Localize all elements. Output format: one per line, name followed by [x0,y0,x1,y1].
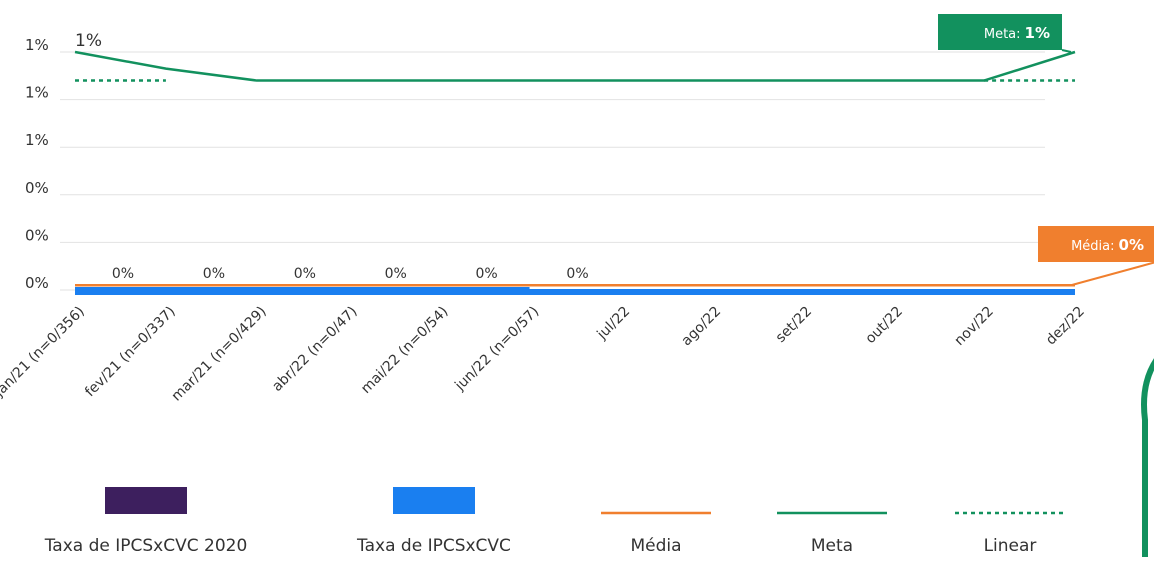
data-label: 0% [385,266,407,282]
legend-label: Linear [984,536,1037,556]
y-tick-label: 1% [25,131,49,149]
data-label: 0% [203,266,225,282]
y-tick-label: 0% [25,274,49,292]
annotation-label: Meta: [984,27,1021,42]
y-tick-label: 1% [25,84,49,102]
y-tick-label: 0% [25,226,49,244]
y-tick-label: 1% [25,36,49,54]
annotation-box [938,14,1062,50]
annotation-value: 1% [1025,24,1050,42]
x-tick-label: jun/22 (n=0/57) [451,304,542,395]
data-label: 0% [476,266,498,282]
annotation-leader [1070,261,1154,287]
x-tick-label: nov/22 [951,304,996,349]
annotation-box [1038,226,1154,262]
annotation-leader [1061,49,1072,53]
x-tick-label: jan/21 (n=0/356) [0,304,88,401]
legend-swatch [393,487,475,514]
x-tick-label: jul/22 [594,304,634,344]
x-tick-label: set/22 [773,304,815,346]
data-label: 1% [75,31,102,51]
x-tick-label: out/22 [863,304,906,347]
legend-swatch [105,487,187,514]
annotation-text: Média: 0% [1071,236,1144,254]
x-tick-label: ago/22 [679,304,725,350]
x-tick-label: mar/21 (n=0/429) [169,304,270,405]
y-tick-label: 0% [25,179,49,197]
annotation-text: Meta: 1% [984,24,1050,42]
x-tick-label: fev/21 (n=0/337) [82,304,179,401]
legend-label: Média [630,536,681,556]
decoration [1141,358,1154,557]
legend-label: Meta [811,536,853,556]
x-tick-label: abr/22 (n=0/47) [269,304,360,395]
legend-label: Taxa de IPCSxCVC 2020 [44,536,248,556]
x-tick-label: dez/22 [1043,304,1088,349]
annotation-label: Média: [1071,239,1114,254]
legend-label: Taxa de IPCSxCVC [356,536,511,556]
series-line [74,50,1076,82]
x-tick-label: mai/22 (n=0/54) [358,304,451,397]
data-label: 0% [112,266,134,282]
annotation-value: 0% [1119,236,1144,254]
data-label: 0% [566,266,588,282]
data-label: 0% [294,266,316,282]
